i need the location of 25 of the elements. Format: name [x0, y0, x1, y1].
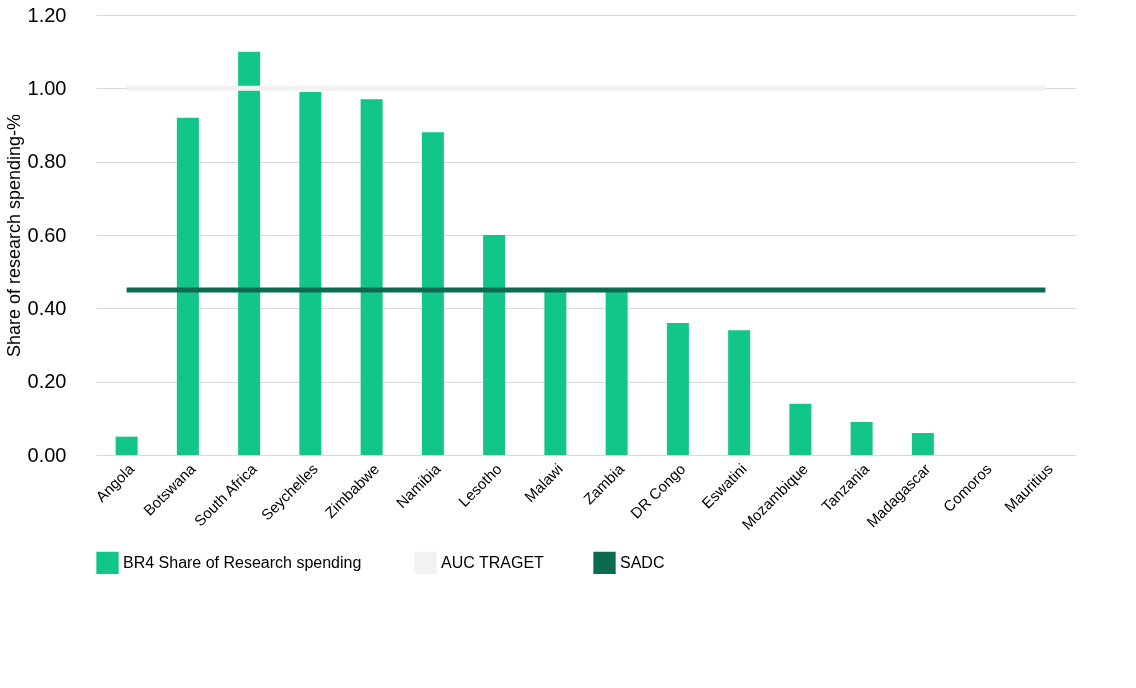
bar — [728, 330, 751, 455]
y-tick-label: 1.00 — [27, 76, 67, 99]
legend-label: AUC TRAGET — [441, 553, 545, 571]
y-tick-label: 0.00 — [27, 443, 67, 466]
bar — [360, 99, 383, 455]
bar — [666, 323, 689, 455]
y-axis-title: Share of research spending-% — [3, 113, 24, 358]
y-tick-label: 0.20 — [27, 370, 67, 393]
bar — [176, 117, 199, 455]
bar — [421, 132, 444, 455]
bar — [544, 290, 567, 455]
y-tick-label: 0.60 — [27, 223, 67, 246]
bar — [789, 403, 812, 455]
bar — [483, 235, 506, 455]
legend-label: BR4 Share of Research spending — [123, 553, 362, 571]
bar — [115, 436, 138, 455]
bar — [850, 422, 873, 455]
bar — [299, 92, 322, 455]
y-tick-label: 0.40 — [27, 296, 67, 319]
y-tick-label: 0.80 — [27, 150, 67, 173]
y-tick-label: 1.20 — [27, 3, 67, 26]
bar — [238, 51, 261, 455]
bar — [605, 290, 628, 455]
bar — [911, 433, 934, 455]
legend-label: SADC — [620, 553, 665, 571]
